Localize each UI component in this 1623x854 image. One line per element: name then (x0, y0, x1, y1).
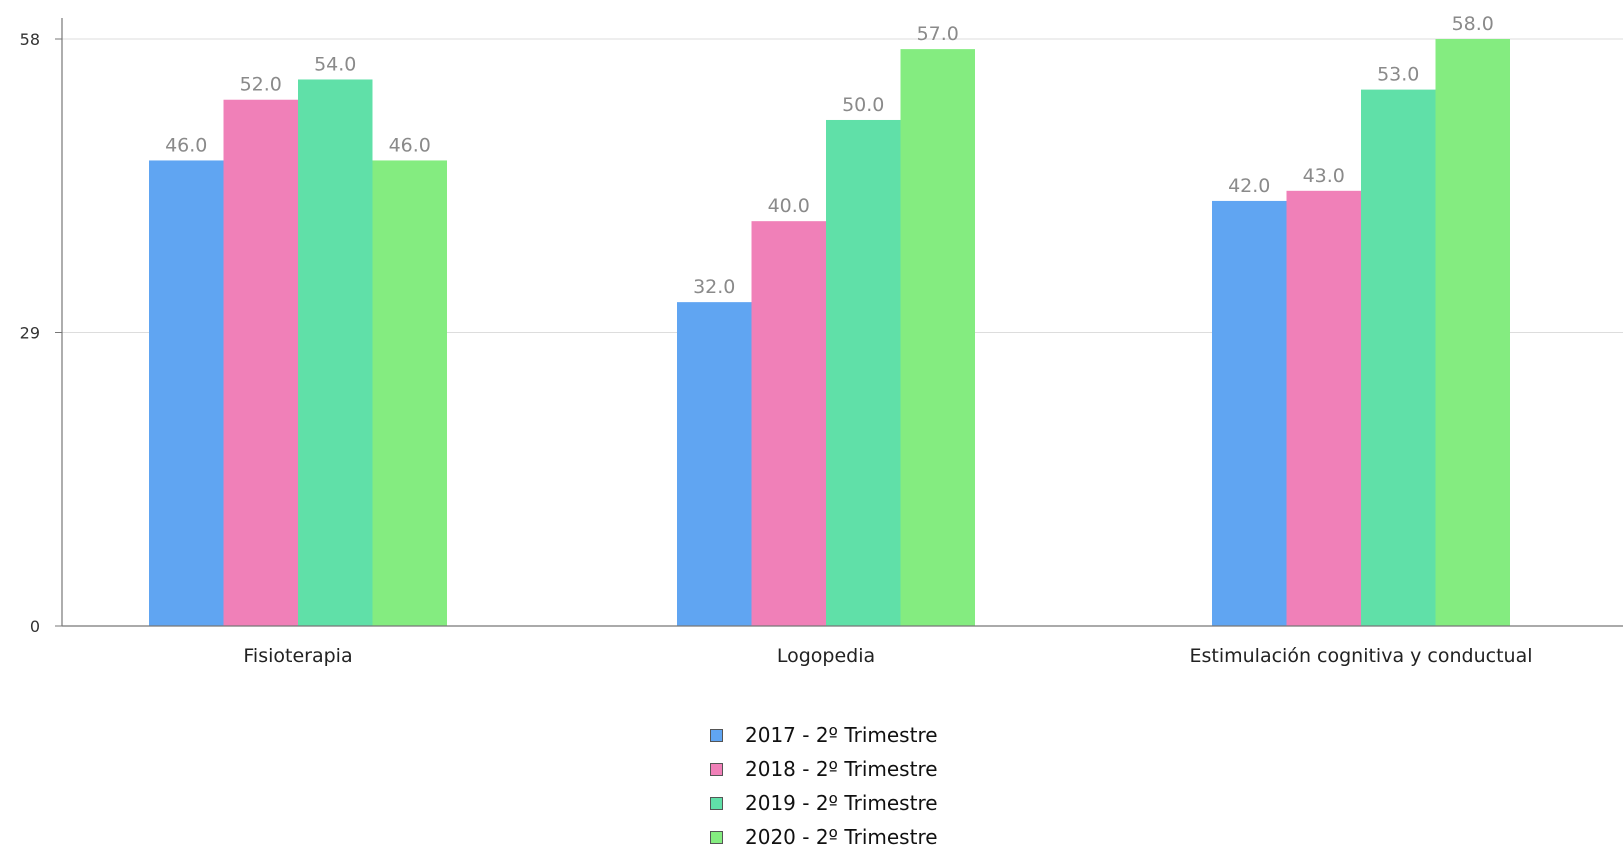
bar[interactable] (751, 221, 827, 626)
data-labels: 46.0 32.0 42.0 52.0 40.0 43.0 54.0 50.0 53.0 46.0… (165, 13, 1494, 298)
data-label: 54.0 (314, 53, 356, 75)
bar[interactable] (677, 302, 752, 626)
legend-label: 2019 - 2º Trimestre (745, 791, 938, 815)
data-label: 40.0 (768, 195, 810, 217)
axes (55, 18, 1623, 627)
data-label: 46.0 (389, 134, 431, 156)
bar[interactable] (900, 49, 976, 627)
data-label: 57.0 (917, 23, 959, 45)
legend-swatch-icon (710, 796, 723, 810)
legend-label: 2020 - 2º Trimestre (745, 825, 938, 849)
legend-item-2019[interactable]: 2019 - 2º Trimestre (710, 786, 938, 820)
bar[interactable] (298, 79, 373, 626)
data-label: 46.0 (165, 134, 207, 156)
data-label: 43.0 (1303, 165, 1345, 187)
bar[interactable] (223, 99, 299, 627)
data-label: 52.0 (240, 74, 282, 96)
legend-swatch-icon (710, 830, 723, 844)
legend-swatch-icon (710, 762, 723, 776)
data-label: 58.0 (1452, 13, 1494, 35)
legend-item-2020[interactable]: 2020 - 2º Trimestre (710, 820, 938, 854)
legend-label: 2018 - 2º Trimestre (745, 757, 938, 781)
bar[interactable] (372, 160, 448, 626)
bar[interactable] (1435, 39, 1511, 626)
x-category-label: Estimulación cognitiva y conductual (1189, 645, 1532, 667)
data-label: 42.0 (1228, 175, 1270, 197)
bar[interactable] (149, 160, 224, 626)
x-category-label: Fisioterapia (243, 645, 352, 667)
bar[interactable] (826, 119, 901, 626)
bar[interactable] (1361, 89, 1436, 626)
data-label: 50.0 (842, 94, 884, 116)
legend-item-2018[interactable]: 2018 - 2º Trimestre (710, 752, 938, 786)
y-tick-label: 0 (30, 617, 40, 636)
legend: 2017 - 2º Trimestre 2018 - 2º Trimestre … (710, 718, 938, 854)
y-axis-tick-labels: 0 29 58 (20, 30, 40, 636)
data-label: 53.0 (1377, 64, 1419, 86)
y-tick-label: 58 (20, 30, 40, 49)
bar[interactable] (1286, 190, 1362, 626)
data-label: 32.0 (693, 276, 735, 298)
legend-label: 2017 - 2º Trimestre (745, 723, 938, 747)
legend-swatch-icon (710, 728, 723, 742)
bars (149, 39, 1511, 627)
y-tick-label: 29 (20, 324, 40, 343)
bar[interactable] (1212, 200, 1287, 626)
x-axis-category-labels: Fisioterapia Logopedia Estimulación cognit… (243, 645, 1532, 667)
x-category-label: Logopedia (777, 645, 875, 667)
legend-item-2017[interactable]: 2017 - 2º Trimestre (710, 718, 938, 752)
